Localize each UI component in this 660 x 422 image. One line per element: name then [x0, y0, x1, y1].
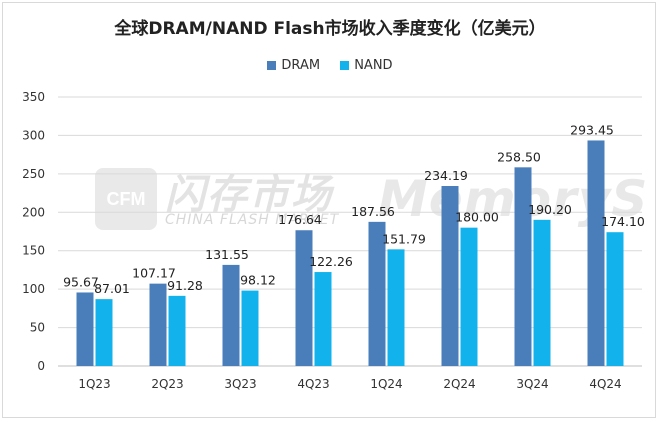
- chart-legend: DRAM NAND: [0, 58, 660, 74]
- data-label-nand: 122.26: [309, 254, 353, 269]
- y-tick-label: 50: [30, 321, 45, 335]
- y-tick-label: 150: [22, 244, 45, 258]
- bar-dram: [149, 283, 167, 366]
- bar-dram: [295, 230, 313, 366]
- y-tick-label: 350: [22, 90, 45, 104]
- y-tick-label: 100: [22, 282, 45, 296]
- x-tick-label: 3Q23: [224, 377, 256, 391]
- legend-label-nand: NAND: [354, 58, 393, 73]
- chart-title: 全球DRAM/NAND Flash市场收入季度变化（亿美元）: [114, 19, 546, 39]
- data-label-dram: 234.19: [424, 168, 468, 183]
- x-tick-label: 3Q24: [516, 377, 548, 391]
- data-label-nand: 87.01: [94, 281, 130, 296]
- bar-nand: [387, 249, 405, 366]
- data-label-dram: 258.50: [497, 149, 541, 164]
- legend-swatch-dram: [267, 61, 277, 70]
- bar-dram: [514, 167, 532, 366]
- data-label-dram: 95.67: [63, 274, 99, 289]
- x-tick-label: 1Q24: [370, 377, 402, 391]
- data-label-nand: 180.00: [455, 210, 499, 225]
- y-tick-label: 200: [22, 205, 45, 219]
- legend-swatch-nand: [340, 61, 350, 70]
- watermark-en: CHINA FLASH MARKET: [165, 212, 340, 228]
- bar-nand: [241, 290, 259, 366]
- bar-nand: [606, 232, 624, 366]
- data-label-nand: 91.28: [167, 278, 203, 293]
- bar-dram: [587, 140, 605, 366]
- watermark-cn: 闪存市场: [165, 172, 333, 218]
- data-label-dram: 293.45: [570, 122, 614, 137]
- x-tick-label: 2Q24: [443, 377, 475, 391]
- legend-item-nand: NAND: [340, 58, 393, 73]
- y-tick-label: 0: [37, 359, 45, 373]
- data-label-nand: 190.20: [528, 202, 572, 217]
- data-label-dram: 131.55: [205, 247, 249, 262]
- legend-label-dram: DRAM: [281, 58, 321, 73]
- data-label-nand: 174.10: [601, 214, 645, 229]
- bar-dram: [76, 292, 94, 366]
- bar-nand: [95, 299, 113, 366]
- bar-dram: [441, 186, 459, 366]
- bar-dram: [368, 221, 386, 366]
- bar-nand: [533, 219, 551, 366]
- y-tick-label: 250: [22, 167, 45, 181]
- watermark-logo: CFM: [95, 168, 157, 230]
- bar-dram: [222, 264, 240, 366]
- x-tick-label: 1Q23: [78, 377, 110, 391]
- data-label-dram: 176.64: [278, 212, 322, 227]
- data-label-nand: 151.79: [382, 231, 426, 246]
- y-tick-label: 300: [22, 128, 45, 142]
- x-tick-label: 4Q24: [589, 377, 621, 391]
- x-tick-label: 4Q23: [297, 377, 329, 391]
- bar-nand: [314, 272, 332, 366]
- bar-nand: [168, 295, 186, 366]
- legend-item-dram: DRAM: [267, 58, 320, 73]
- data-label-dram: 187.56: [351, 204, 395, 219]
- data-label-dram: 107.17: [132, 266, 176, 281]
- bar-nand: [460, 227, 478, 366]
- data-label-nand: 98.12: [240, 273, 276, 288]
- x-tick-label: 2Q23: [151, 377, 183, 391]
